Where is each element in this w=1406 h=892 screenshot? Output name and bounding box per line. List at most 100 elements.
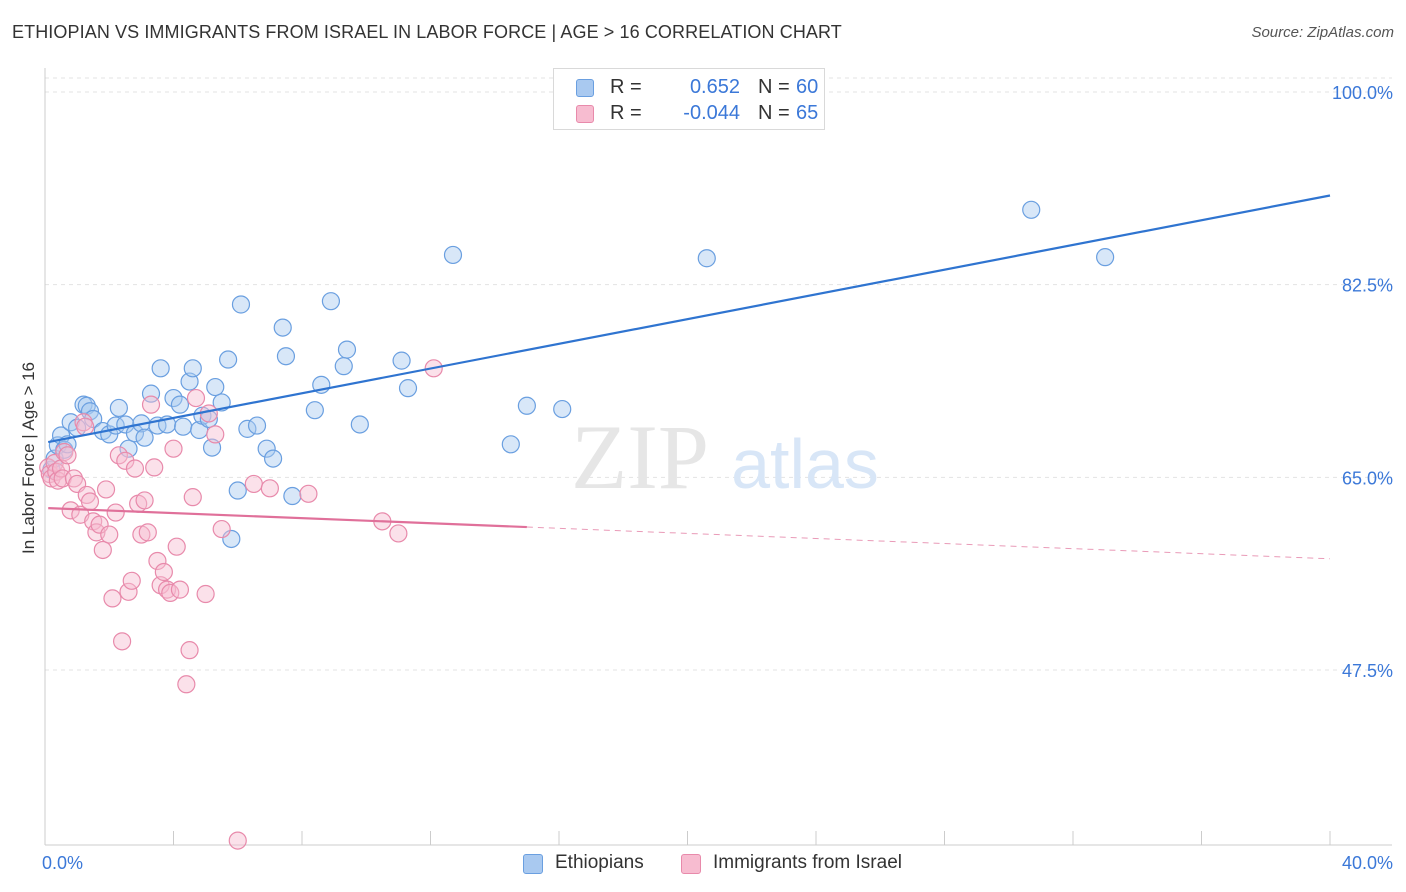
ethiopian-point bbox=[1022, 200, 1041, 219]
ethiopian-point bbox=[1096, 248, 1115, 267]
israel-point bbox=[161, 583, 180, 603]
ethiopian-point bbox=[183, 359, 202, 378]
israel-point bbox=[64, 469, 84, 488]
ethiopian-point bbox=[231, 295, 251, 314]
israel-point bbox=[164, 439, 183, 458]
israel-point bbox=[244, 474, 263, 494]
israel-point bbox=[93, 540, 112, 560]
israel-point bbox=[196, 584, 215, 604]
israel-point bbox=[141, 395, 161, 414]
israel-point bbox=[122, 571, 141, 590]
ethiopian-point bbox=[276, 347, 296, 366]
series-label-israel: Immigrants from Israel bbox=[713, 852, 902, 873]
ethiopian-point bbox=[553, 399, 572, 419]
points-layer bbox=[39, 200, 1115, 850]
israel-trendline-dashed bbox=[526, 526, 1331, 560]
israel-point bbox=[389, 524, 408, 543]
x-tick-label-right: 40.0% bbox=[1342, 853, 1393, 873]
ethiopian-point bbox=[228, 481, 247, 500]
israel-point bbox=[145, 458, 164, 477]
ethiopian-point bbox=[174, 417, 193, 436]
trend-layer bbox=[48, 194, 1331, 560]
israel-point bbox=[180, 641, 199, 660]
source-label: Source: ZipAtlas.com bbox=[1251, 24, 1394, 41]
ethiopian-point bbox=[151, 359, 170, 378]
ethiopian-point bbox=[443, 245, 463, 265]
israel-point bbox=[119, 582, 138, 601]
ethiopian-point bbox=[263, 449, 283, 468]
ethiopian-point bbox=[337, 340, 357, 359]
y-tick-label: 100.0% bbox=[1332, 83, 1393, 103]
grid-layer bbox=[45, 77, 1392, 671]
israel-point bbox=[58, 446, 77, 465]
israel-point bbox=[76, 417, 95, 436]
y-tick-label: 47.5% bbox=[1342, 661, 1393, 681]
israel-point bbox=[186, 388, 206, 408]
series-legend: Ethiopians Immigrants from Israel bbox=[0, 852, 1406, 878]
legend-n-value: 60 bbox=[796, 76, 819, 98]
israel-point bbox=[135, 491, 154, 510]
ethiopian-point bbox=[170, 395, 190, 414]
ethiopian-point bbox=[238, 419, 257, 438]
israel-point bbox=[90, 515, 109, 534]
ethiopian-point bbox=[350, 415, 369, 434]
israel-point bbox=[96, 480, 116, 499]
ethiopian-point bbox=[212, 393, 231, 412]
israel-point bbox=[260, 479, 279, 498]
israel-point bbox=[212, 519, 231, 539]
israel-point bbox=[167, 537, 186, 556]
ethiopian-point bbox=[517, 396, 536, 415]
israel-point bbox=[170, 580, 190, 599]
series-swatch-ethiopians bbox=[523, 854, 543, 874]
ethiopian-point bbox=[392, 351, 411, 370]
ethiopian-point bbox=[135, 428, 154, 447]
watermark-atlas: atlas bbox=[731, 425, 879, 503]
labels-layer: 100.0% 82.5% 65.0% 47.5% 0.0% 40.0% In Labor F… bbox=[19, 83, 1393, 873]
israel-point bbox=[183, 488, 202, 507]
israel-point bbox=[100, 525, 119, 544]
watermark-zip: ZIP bbox=[571, 406, 709, 508]
ethiopian-point bbox=[247, 416, 267, 435]
ethiopian-point bbox=[305, 401, 324, 420]
ethiopian-point bbox=[164, 388, 183, 408]
legend-r-label: R = bbox=[610, 102, 642, 124]
israel-point bbox=[199, 404, 218, 423]
israel-point bbox=[116, 451, 135, 470]
ethiopian-point bbox=[283, 486, 302, 506]
axes-layer bbox=[44, 68, 1392, 846]
ethiopian-point bbox=[222, 529, 241, 549]
y-axis-label: In Labor Force | Age > 16 bbox=[19, 362, 38, 554]
legend-swatch-ethiopians bbox=[576, 79, 594, 97]
legend-n-value: 65 bbox=[796, 102, 819, 124]
israel-point bbox=[55, 442, 74, 462]
ethiopian-point bbox=[321, 292, 341, 311]
israel-point bbox=[103, 589, 122, 608]
legend-swatch-israel bbox=[576, 105, 594, 123]
israel-point bbox=[148, 551, 167, 571]
israel-trendline bbox=[48, 507, 527, 529]
israel-point bbox=[106, 503, 125, 522]
israel-point bbox=[228, 831, 247, 850]
israel-point bbox=[125, 459, 145, 478]
legend-n-label: N = bbox=[758, 102, 790, 124]
chart-title: ETHIOPIAN VS IMMIGRANTS FROM ISRAEL IN L… bbox=[12, 22, 842, 42]
legend-r-value: -0.044 bbox=[683, 102, 740, 124]
y-tick-label: 65.0% bbox=[1342, 468, 1393, 488]
israel-point bbox=[138, 523, 157, 542]
ethiopian-point bbox=[257, 439, 276, 458]
ethiopian-point bbox=[697, 249, 716, 268]
legend-r-label: R = bbox=[610, 76, 642, 98]
israel-point bbox=[177, 675, 196, 694]
israel-point bbox=[80, 492, 100, 511]
legend-n-label: N = bbox=[758, 76, 790, 98]
ethiopian-point bbox=[398, 379, 418, 398]
ethiopian-point bbox=[206, 377, 225, 397]
stats-legend: R = 0.652 N = 60 R = -0.044 N = 65 bbox=[553, 68, 825, 130]
series-label-ethiopians: Ethiopians bbox=[555, 852, 644, 873]
israel-point bbox=[206, 425, 225, 444]
ethiopian-point bbox=[219, 350, 238, 369]
ethiopian-trendline bbox=[48, 194, 1331, 444]
watermark: ZIP atlas bbox=[571, 406, 879, 508]
israel-point bbox=[154, 562, 173, 582]
